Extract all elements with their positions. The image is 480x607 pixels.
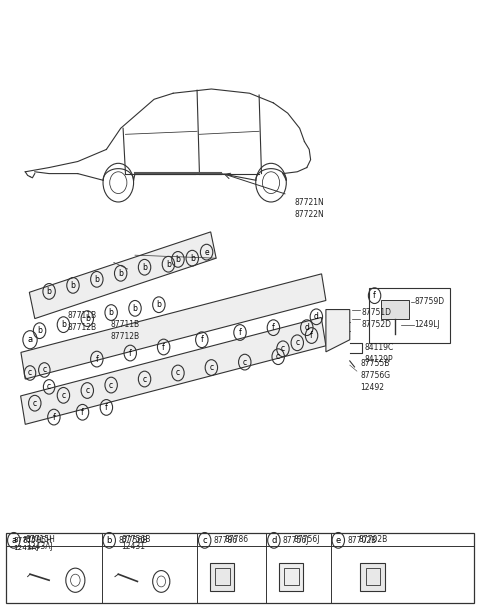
Text: f: f bbox=[96, 354, 98, 364]
Text: 87756B: 87756B bbox=[118, 536, 148, 545]
Text: f: f bbox=[310, 331, 313, 340]
Text: 87756J: 87756J bbox=[294, 535, 321, 544]
Text: f: f bbox=[129, 348, 132, 358]
Text: c: c bbox=[295, 338, 300, 347]
Text: c: c bbox=[61, 391, 65, 400]
Text: 1243AJ: 1243AJ bbox=[13, 544, 39, 551]
FancyBboxPatch shape bbox=[381, 300, 409, 319]
Text: c: c bbox=[85, 386, 89, 395]
Text: 87715H: 87715H bbox=[13, 537, 42, 543]
Text: d: d bbox=[304, 323, 309, 332]
Text: 87751D
87752D: 87751D 87752D bbox=[362, 308, 392, 328]
Text: c: c bbox=[176, 368, 180, 378]
Text: c: c bbox=[276, 352, 280, 361]
Text: c: c bbox=[209, 363, 214, 372]
Text: d: d bbox=[271, 536, 276, 545]
Text: b: b bbox=[142, 263, 147, 272]
Text: 87759D: 87759D bbox=[414, 297, 444, 306]
Text: f: f bbox=[239, 328, 241, 337]
Text: b: b bbox=[166, 260, 171, 269]
Text: 87711B
87712B: 87711B 87712B bbox=[68, 311, 97, 331]
Text: b: b bbox=[61, 320, 66, 329]
Polygon shape bbox=[29, 232, 216, 319]
Text: c: c bbox=[33, 399, 37, 408]
Text: 87715H: 87715H bbox=[23, 536, 53, 545]
Text: c: c bbox=[42, 365, 47, 375]
Text: 87721N
87722N: 87721N 87722N bbox=[295, 198, 324, 219]
Text: c: c bbox=[28, 368, 32, 378]
Text: 87756B: 87756B bbox=[121, 535, 151, 544]
Text: c: c bbox=[47, 382, 51, 392]
Text: f: f bbox=[162, 342, 165, 351]
Text: 1249LJ: 1249LJ bbox=[414, 320, 440, 329]
Text: b: b bbox=[176, 255, 180, 264]
Text: f: f bbox=[201, 335, 203, 344]
Text: e: e bbox=[204, 248, 209, 257]
Text: b: b bbox=[190, 254, 195, 263]
Text: b: b bbox=[95, 275, 99, 284]
Text: f: f bbox=[52, 413, 55, 422]
Polygon shape bbox=[21, 274, 326, 379]
Text: 84119C
84129P: 84119C 84129P bbox=[364, 343, 393, 364]
Text: 87786: 87786 bbox=[225, 535, 249, 544]
Text: 12431: 12431 bbox=[121, 542, 145, 551]
Text: e: e bbox=[336, 536, 341, 545]
Text: b: b bbox=[118, 269, 123, 278]
Text: a: a bbox=[27, 335, 33, 344]
Text: c: c bbox=[243, 358, 247, 367]
Text: f: f bbox=[105, 403, 108, 412]
Text: b: b bbox=[107, 536, 112, 545]
Polygon shape bbox=[21, 317, 326, 424]
FancyBboxPatch shape bbox=[210, 563, 234, 591]
Text: b: b bbox=[132, 304, 137, 313]
Text: b: b bbox=[85, 314, 90, 323]
Text: f: f bbox=[81, 408, 84, 417]
Text: a: a bbox=[11, 536, 16, 545]
Text: c: c bbox=[143, 375, 146, 384]
Text: 87715H: 87715H bbox=[26, 535, 56, 544]
Text: 87702B: 87702B bbox=[348, 536, 377, 545]
FancyBboxPatch shape bbox=[279, 563, 303, 591]
Text: 87756J: 87756J bbox=[283, 536, 310, 545]
Text: b: b bbox=[47, 287, 51, 296]
Text: b: b bbox=[156, 300, 161, 309]
Text: b: b bbox=[37, 326, 42, 335]
Polygon shape bbox=[326, 310, 350, 352]
Text: 87702B: 87702B bbox=[359, 535, 388, 544]
Text: b: b bbox=[108, 308, 114, 317]
Text: b: b bbox=[71, 281, 75, 290]
Text: c: c bbox=[203, 536, 207, 545]
Text: f: f bbox=[272, 323, 275, 332]
Text: 87755B
87756G
12492: 87755B 87756G 12492 bbox=[360, 359, 390, 392]
Text: 1243AJ: 1243AJ bbox=[26, 542, 52, 551]
Text: 87711B
87712B: 87711B 87712B bbox=[111, 320, 140, 341]
Text: d: d bbox=[314, 312, 319, 321]
Text: f: f bbox=[373, 291, 376, 300]
Text: c: c bbox=[109, 381, 113, 390]
FancyBboxPatch shape bbox=[360, 563, 384, 591]
Text: c: c bbox=[281, 344, 285, 353]
Text: 87786: 87786 bbox=[214, 536, 238, 545]
